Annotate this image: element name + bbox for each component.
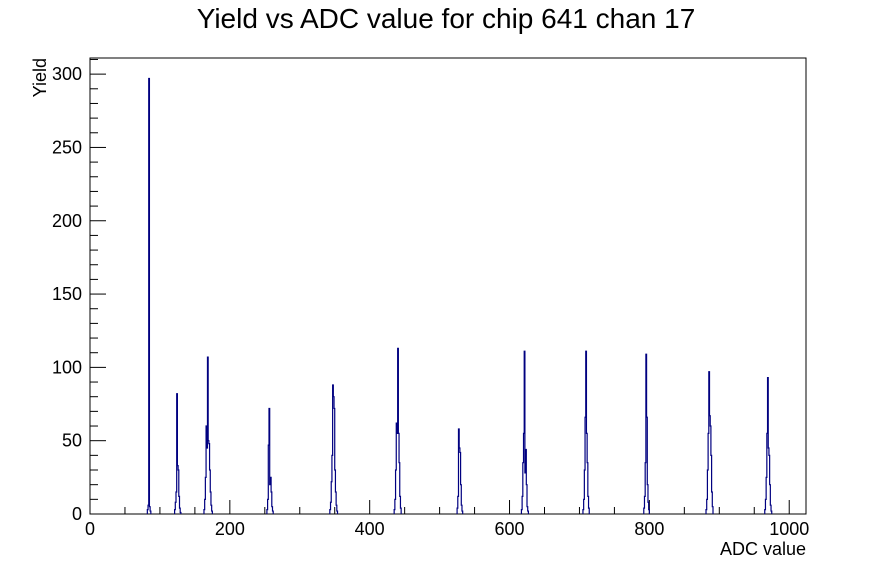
y-tick-label: 150 bbox=[52, 284, 82, 304]
y-tick-label: 250 bbox=[52, 137, 82, 157]
histogram-peak bbox=[456, 428, 464, 514]
histogram-peak bbox=[146, 77, 152, 514]
x-tick-label: 0 bbox=[85, 519, 95, 539]
x-axis-tick-labels: 0 200 400 600 800 1000 bbox=[85, 519, 809, 539]
y-axis-tick-labels: 0 50 100 150 200 250 300 bbox=[52, 64, 82, 524]
histogram-peak bbox=[705, 371, 714, 514]
histogram-peak bbox=[582, 350, 590, 514]
y-tick-label: 0 bbox=[72, 504, 82, 524]
y-tick-label: 200 bbox=[52, 211, 82, 231]
y-tick-label: 100 bbox=[52, 357, 82, 377]
histogram-peak bbox=[329, 384, 339, 514]
y-axis-ticks bbox=[90, 58, 106, 515]
x-tick-label: 1000 bbox=[769, 519, 809, 539]
x-axis-title: ADC value bbox=[720, 539, 806, 559]
x-tick-label: 800 bbox=[634, 519, 664, 539]
y-tick-label: 50 bbox=[62, 431, 82, 451]
histogram-peak bbox=[520, 350, 530, 514]
histogram-peak bbox=[266, 407, 274, 514]
x-axis-ticks bbox=[89, 500, 790, 514]
x-tick-label: 600 bbox=[495, 519, 525, 539]
histogram-peak bbox=[393, 347, 402, 514]
histogram-peak bbox=[764, 377, 773, 514]
histogram-peak bbox=[643, 353, 650, 514]
chart-title: Yield vs ADC value for chip 641 chan 17 bbox=[197, 3, 696, 34]
histogram-peak bbox=[203, 356, 213, 514]
plot-frame bbox=[89, 57, 807, 515]
x-tick-label: 200 bbox=[215, 519, 245, 539]
x-tick-label: 400 bbox=[355, 519, 385, 539]
y-tick-label: 300 bbox=[52, 64, 82, 84]
histogram-peak bbox=[174, 393, 182, 514]
y-axis-title: Yield bbox=[30, 58, 50, 97]
histogram-series bbox=[146, 77, 773, 514]
